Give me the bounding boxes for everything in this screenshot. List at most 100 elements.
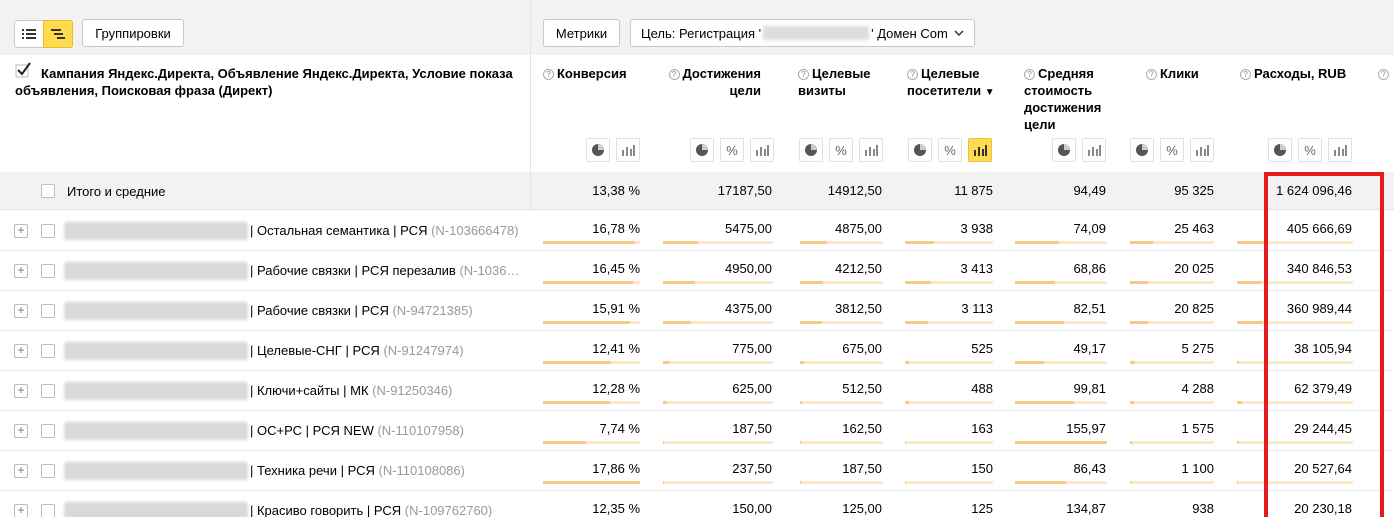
- row-name[interactable]: | Рабочие связки | РСЯ (N-94721385): [250, 303, 473, 318]
- list-icon: [22, 29, 36, 39]
- pie-chart-icon[interactable]: [908, 138, 932, 162]
- help-icon[interactable]: ?: [668, 69, 680, 80]
- row-checkbox[interactable]: [41, 504, 55, 517]
- col-cost[interactable]: ? Расходы, RUB: [1240, 65, 1360, 82]
- expand-icon[interactable]: +: [14, 504, 28, 517]
- value-bar: [1015, 361, 1107, 364]
- help-icon[interactable]: ?: [543, 69, 554, 80]
- value-bar-fill: [663, 321, 691, 324]
- col-avg-cost[interactable]: ? Средняя стоимость достижения цели: [1024, 66, 1102, 132]
- pie-chart-icon[interactable]: [1052, 138, 1076, 162]
- row-checkbox[interactable]: [41, 464, 55, 478]
- campaign-name-redacted: [64, 302, 248, 320]
- row-checkbox[interactable]: [41, 344, 55, 358]
- help-icon[interactable]: ?: [1146, 69, 1157, 80]
- checkmark-icon[interactable]: [15, 62, 31, 78]
- goal-prefix: Цель: Регистрация ': [641, 25, 762, 41]
- pie-chart-icon[interactable]: [690, 138, 714, 162]
- help-icon[interactable]: ?: [1240, 69, 1251, 80]
- value-bar: [543, 361, 640, 364]
- cell-goal-reaches: 4950,00: [725, 261, 772, 276]
- row-name[interactable]: | Рабочие связки | РСЯ перезалив (N-1036…: [250, 263, 520, 278]
- bar-chart-icon[interactable]: [1082, 138, 1106, 162]
- list-view-button[interactable]: [14, 20, 44, 48]
- bar-chart-icon[interactable]: [968, 138, 992, 162]
- help-icon[interactable]: ?: [1378, 69, 1389, 80]
- goal-select[interactable]: Цель: Регистрация ' ' Домен Com: [630, 19, 975, 47]
- pie-chart-icon[interactable]: [1130, 138, 1154, 162]
- expand-icon[interactable]: +: [14, 264, 28, 278]
- totals-checkbox[interactable]: [41, 184, 55, 198]
- table-row[interactable]: + | Красиво говорить | РСЯ (N-109762760) 1…: [0, 491, 1394, 517]
- bar-chart-icon[interactable]: [750, 138, 774, 162]
- table-row[interactable]: + | Остальная семантика | РСЯ (N-10366647…: [0, 211, 1394, 251]
- value-bar-fill: [1237, 481, 1238, 484]
- table-row[interactable]: + | Рабочие связки | РСЯ (N-94721385) 15,9…: [0, 291, 1394, 331]
- value-bar: [800, 321, 883, 324]
- expand-icon[interactable]: +: [14, 304, 28, 318]
- help-icon[interactable]: ?: [798, 69, 809, 80]
- percent-icon[interactable]: %: [938, 138, 962, 162]
- row-checkbox[interactable]: [41, 224, 55, 238]
- value-bar-fill: [543, 321, 630, 324]
- col-goal-reaches[interactable]: ? Достижения цели: [661, 65, 761, 99]
- col-clicks[interactable]: ? Клики: [1146, 65, 1226, 82]
- table-row[interactable]: + | Целевые-СНГ | РСЯ (N-91247974) 12,41 %…: [0, 331, 1394, 371]
- table-row[interactable]: + | ОС+РС | РСЯ NEW (N-110107958) 7,74 % 18…: [0, 411, 1394, 451]
- table-row[interactable]: + | Ключи+сайты | МК (N-91250346) 12,28 % 6…: [0, 371, 1394, 411]
- expand-icon[interactable]: +: [14, 424, 28, 438]
- total-conversion: 13,38 %: [592, 183, 640, 198]
- row-name[interactable]: | Красиво говорить | РСЯ (N-109762760): [250, 503, 493, 517]
- metrics-button[interactable]: Метрики: [543, 19, 620, 47]
- help-icon[interactable]: ?: [907, 69, 918, 80]
- expand-icon[interactable]: +: [14, 224, 28, 238]
- sort-desc-icon[interactable]: ▼: [984, 87, 995, 98]
- row-checkbox[interactable]: [41, 384, 55, 398]
- bar-chart-icon[interactable]: [859, 138, 883, 162]
- goal-visits-view-icons: %: [799, 138, 883, 162]
- groupings-button[interactable]: Группировки: [82, 19, 184, 47]
- col-goal-visits[interactable]: ? Целевые визиты: [798, 66, 871, 98]
- value-bar-fill: [1015, 241, 1059, 244]
- percent-icon[interactable]: %: [1160, 138, 1184, 162]
- value-bar-fill: [1130, 321, 1148, 324]
- row-checkbox[interactable]: [41, 264, 55, 278]
- row-checkbox[interactable]: [41, 424, 55, 438]
- expand-icon[interactable]: +: [14, 384, 28, 398]
- percent-icon[interactable]: %: [720, 138, 744, 162]
- row-checkbox[interactable]: [41, 304, 55, 318]
- col-conversion[interactable]: ? Конверсия: [543, 65, 643, 82]
- help-icon[interactable]: ?: [1024, 69, 1035, 80]
- percent-icon[interactable]: %: [1298, 138, 1322, 162]
- expand-icon[interactable]: +: [14, 464, 28, 478]
- bar-chart-icon[interactable]: [1328, 138, 1352, 162]
- value-bar-fill: [800, 481, 801, 484]
- percent-icon[interactable]: %: [829, 138, 853, 162]
- table-row[interactable]: + | Рабочие связки | РСЯ перезалив (N-103…: [0, 251, 1394, 291]
- value-bar: [663, 481, 773, 484]
- col-goal-visitors[interactable]: ? Целевые посетители ▼: [907, 66, 995, 98]
- value-bar-fill: [663, 241, 698, 244]
- value-bar: [1237, 281, 1353, 284]
- value-bar-fill: [1237, 361, 1239, 364]
- expand-icon[interactable]: +: [14, 344, 28, 358]
- row-name[interactable]: | Целевые-СНГ | РСЯ (N-91247974): [250, 343, 464, 358]
- cell-conversion: 12,28 %: [592, 381, 640, 396]
- cell-avg-cost: 68,86: [1073, 261, 1106, 276]
- pie-chart-icon[interactable]: [586, 138, 610, 162]
- cell-goal-visitors: 525: [971, 341, 993, 356]
- cell-goal-visitors: 3 938: [960, 221, 993, 236]
- row-name[interactable]: | Остальная семантика | РСЯ (N-103666478…: [250, 223, 519, 238]
- tree-view-button[interactable]: [43, 20, 73, 48]
- pie-chart-icon[interactable]: [1268, 138, 1292, 162]
- pie-chart-icon[interactable]: [799, 138, 823, 162]
- dimension-header[interactable]: Кампания Яндекс.Директа, Объявление Янде…: [15, 66, 513, 98]
- cell-goal-visitors: 3 413: [960, 261, 993, 276]
- row-name[interactable]: | ОС+РС | РСЯ NEW (N-110107958): [250, 423, 464, 438]
- table-row[interactable]: + | Техника речи | РСЯ (N-110108086) 17,86…: [0, 451, 1394, 491]
- bar-chart-icon[interactable]: [1190, 138, 1214, 162]
- value-bar: [1130, 481, 1214, 484]
- bar-chart-icon[interactable]: [616, 138, 640, 162]
- row-name[interactable]: | Ключи+сайты | МК (N-91250346): [250, 383, 453, 398]
- row-name[interactable]: | Техника речи | РСЯ (N-110108086): [250, 463, 465, 478]
